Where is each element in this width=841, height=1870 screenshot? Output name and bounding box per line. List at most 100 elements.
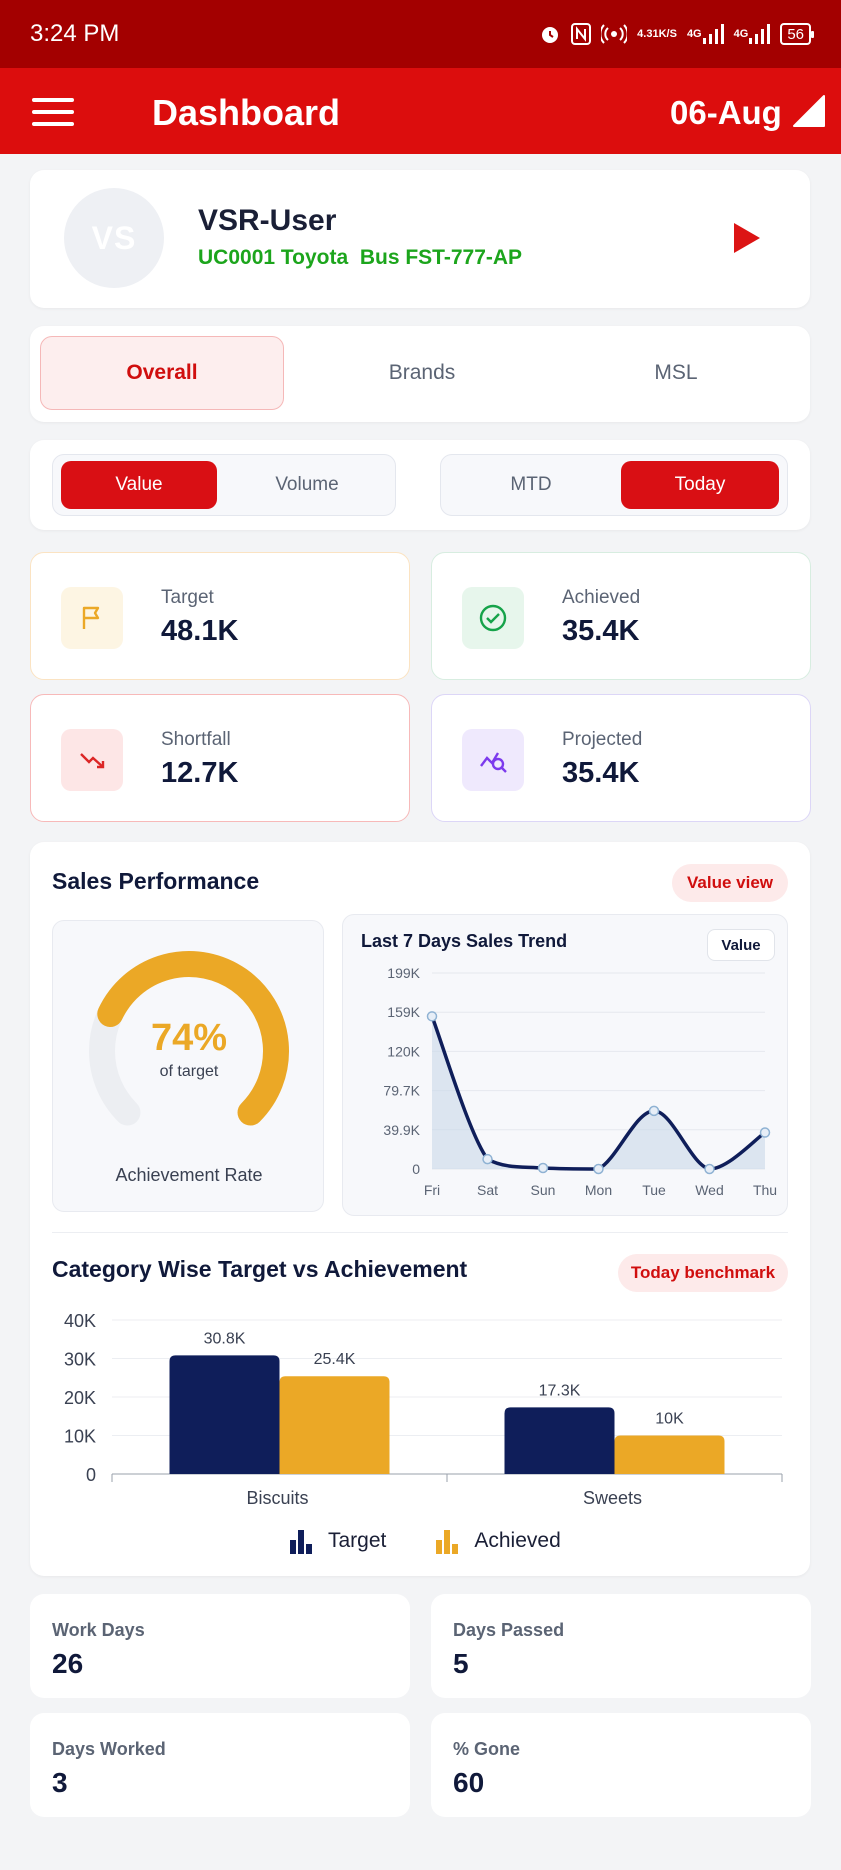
- trend-y-tick: 199K: [387, 965, 420, 981]
- bar-data-label: 10K: [655, 1411, 684, 1428]
- kpi-value: 35.4K: [562, 757, 640, 789]
- trend-title: Last 7 Days Sales Trend: [361, 931, 568, 951]
- trend-value-button[interactable]: Value: [707, 929, 775, 961]
- trend-point: [704, 1163, 715, 1175]
- kpi-shortfall-card: Shortfall 12.7K: [30, 694, 410, 822]
- stat-label: Work Days: [52, 1620, 145, 1640]
- trend-point: [426, 1011, 438, 1022]
- page-title: Dashboard: [152, 92, 341, 133]
- view-tabs: Overall Brands MSL: [30, 326, 810, 422]
- battery-icon: 56: [780, 23, 814, 45]
- kpi-label: Projected: [562, 729, 643, 750]
- mtd-toggle-button[interactable]: MTD: [510, 474, 552, 495]
- bar-y-tick: 20K: [64, 1388, 96, 1408]
- trend-area: [432, 1016, 765, 1169]
- bar-y-tick: 0: [86, 1465, 96, 1485]
- trend-point: [593, 1163, 604, 1175]
- trend-y-tick: 159K: [387, 1004, 420, 1020]
- volume-toggle-button[interactable]: Volume: [275, 474, 339, 495]
- signal-2-icon: 4G: [734, 24, 771, 44]
- kpi-value: 35.4K: [562, 615, 640, 647]
- sales-performance-card: Sales Performance Value view 74% of targ…: [30, 842, 810, 1576]
- kpi-label: Target: [161, 587, 214, 608]
- trend-x-tick: Fri: [424, 1182, 440, 1198]
- achievement-sub: of target: [159, 1063, 219, 1080]
- network-speed: 4.31 K/S: [637, 27, 677, 40]
- bar-target-sweets: [504, 1407, 615, 1474]
- menu-icon[interactable]: [32, 98, 74, 126]
- trend-point: [648, 1105, 660, 1117]
- divider: [52, 1232, 788, 1233]
- bar-x-tick: Sweets: [583, 1488, 642, 1508]
- kpi-achieved-card: Achieved 35.4K: [431, 552, 811, 680]
- trend-y-tick: 120K: [387, 1043, 420, 1059]
- hotspot-icon: [601, 23, 628, 45]
- signal-corner-icon: [793, 95, 825, 127]
- achievement-gauge: 74% of target Achievement Rate: [52, 920, 324, 1212]
- value-view-badge: Value view: [672, 864, 788, 902]
- stat-label: % Gone: [453, 1739, 521, 1759]
- play-icon[interactable]: [730, 220, 764, 256]
- period-toggle: MTD Today: [440, 454, 788, 516]
- trend-x-tick: Wed: [695, 1182, 724, 1198]
- avatar: VS: [64, 188, 164, 288]
- category-title: Category Wise Target vs Achievement: [52, 1256, 468, 1282]
- signal-1-icon: 4G: [687, 24, 724, 44]
- trend-point: [482, 1153, 493, 1165]
- metric-toggle: Value Volume: [52, 454, 396, 516]
- value-toggle-button[interactable]: Value: [61, 461, 217, 509]
- trend-x-tick: Tue: [642, 1182, 666, 1198]
- alarm-icon: [539, 23, 561, 45]
- status-bar: 3:24 PM 4.31 K/S 4G 4G 56: [0, 0, 841, 68]
- bar-achieved-sweets: [614, 1435, 725, 1474]
- bar-y-tick: 30K: [64, 1350, 96, 1370]
- kpi-value: 48.1K: [161, 615, 239, 647]
- stat-label: Days Passed: [453, 1620, 565, 1640]
- work-days-card: Work Days 26: [30, 1594, 410, 1698]
- user-details: UC0001 Toyota Bus FST-777-AP: [198, 246, 523, 269]
- trend-point: [537, 1162, 549, 1174]
- trend-x-tick: Thu: [753, 1182, 777, 1198]
- achievement-label: Achievement Rate: [115, 1165, 263, 1185]
- check-circle-icon: [462, 587, 524, 649]
- bar-y-tick: 40K: [64, 1311, 96, 1331]
- stat-value: 5: [453, 1648, 469, 1679]
- legend-target-icon: [290, 1530, 312, 1554]
- kpi-value: 12.7K: [161, 757, 239, 789]
- tab-overall[interactable]: Overall: [40, 336, 284, 410]
- date-label: 06-Aug: [670, 94, 782, 131]
- legend-achieved-label: Achieved: [474, 1529, 561, 1552]
- kpi-label: Shortfall: [161, 729, 231, 750]
- tab-brands[interactable]: Brands: [388, 361, 456, 384]
- trend-x-tick: Sat: [477, 1182, 498, 1198]
- legend-target-label: Target: [328, 1529, 387, 1552]
- achievement-percent: 74%: [150, 1017, 228, 1059]
- stat-value: 26: [52, 1648, 84, 1679]
- trend-y-tick: 0: [412, 1161, 420, 1177]
- user-name: VSR-User: [198, 204, 337, 237]
- bar-y-tick: 10K: [64, 1427, 96, 1447]
- trend-x-tick: Mon: [585, 1182, 612, 1198]
- sales-trend-chart: 199K 159K 120K 79.7K 39.9K 0 Fri Sat Sun Mon Tue We…: [342, 914, 788, 1216]
- gauge-ring: [89, 951, 289, 1126]
- today-benchmark-badge: Today benchmark: [618, 1254, 788, 1292]
- percent-gone-card: % Gone 60: [431, 1713, 811, 1817]
- bar-target-biscuits: [169, 1355, 280, 1474]
- trend-y-tick: 39.9K: [383, 1122, 420, 1138]
- filter-toggles: Value Volume MTD Today: [30, 440, 810, 530]
- days-passed-card: Days Passed 5: [431, 1594, 811, 1698]
- trend-y-tick: 79.7K: [383, 1083, 420, 1099]
- kpi-target-card: Target 48.1K: [30, 552, 410, 680]
- today-toggle-button[interactable]: Today: [621, 461, 779, 509]
- trend-x-tick: Sun: [531, 1182, 556, 1198]
- bar-data-label: 25.4K: [314, 1351, 356, 1368]
- sales-performance-title: Sales Performance: [52, 868, 260, 894]
- legend-achieved-icon: [436, 1530, 459, 1554]
- flag-icon: [61, 587, 123, 649]
- stat-value: 60: [453, 1767, 485, 1798]
- bar-x-tick: Biscuits: [246, 1488, 308, 1508]
- category-bar-chart: 40K 30K 20K 10K 0 30.8K 25.4K Biscuits 17.3K 10K S…: [64, 1311, 783, 1508]
- bar-achieved-biscuits: [279, 1376, 390, 1474]
- tab-msl[interactable]: MSL: [654, 361, 698, 384]
